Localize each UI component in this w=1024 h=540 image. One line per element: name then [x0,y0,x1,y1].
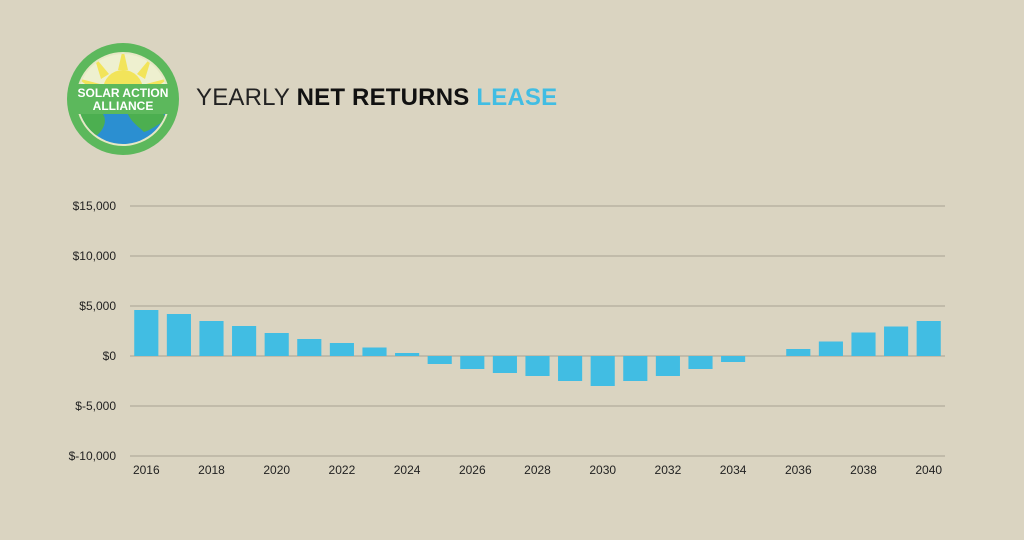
bar-2021 [297,339,322,356]
x-tick-label: 2040 [915,463,942,477]
x-tick-label: 2028 [524,463,551,477]
x-tick-label: 2036 [785,463,812,477]
x-tick-label: 2034 [720,463,747,477]
bar-2038 [851,332,876,356]
x-tick-label: 2018 [198,463,225,477]
bar-2039 [884,326,909,356]
bar-2029 [558,356,583,381]
bar-2020 [264,333,289,356]
x-tick-label: 2038 [850,463,877,477]
bar-2017 [166,314,191,356]
bar-2033 [688,356,713,369]
bar-2040 [916,321,941,356]
bar-2016 [134,310,159,356]
y-axis-tick-labels: $15,000 $10,000 $5,000 $0 $-5,000 $-10,000 [69,199,117,463]
x-axis-tick-labels: 2016 2018 2020 2022 2024 2026 2028 2030 2032 2034… [133,463,942,477]
bar-2018 [199,321,224,356]
bar-2036 [786,349,811,356]
bar-2027 [492,356,517,373]
bar-2019 [232,326,257,356]
y-tick-label: $-10,000 [69,449,117,463]
bars [134,310,941,386]
bar-2037 [818,341,843,356]
x-tick-label: 2030 [589,463,616,477]
bar-2032 [655,356,680,376]
bar-2024 [395,353,420,356]
x-tick-label: 2020 [263,463,290,477]
bar-2026 [460,356,485,369]
bar-2031 [623,356,648,381]
bar-2034 [721,356,746,362]
title-part-yearly: YEARLY [196,84,297,111]
bar-2028 [525,356,550,376]
title-part-net-returns: NET RETURNS [296,84,477,111]
y-tick-label: $10,000 [73,249,117,263]
logo-text-line2: ALLIANCE [93,99,154,113]
bar-2023 [362,347,387,356]
bar-2030 [590,356,615,386]
solar-action-alliance-logo: SOLAR ACTION ALLIANCE [67,43,179,155]
bar-2022 [329,343,354,356]
x-tick-label: 2022 [329,463,356,477]
x-tick-label: 2016 [133,463,160,477]
x-tick-label: 2026 [459,463,486,477]
y-tick-label: $-5,000 [75,399,116,413]
y-tick-label: $0 [103,349,117,363]
y-tick-label: $15,000 [73,199,117,213]
title-part-lease: LEASE [476,84,558,111]
y-tick-label: $5,000 [79,299,116,313]
chart-title: YEARLY NET RETURNS LEASE [196,84,557,112]
x-tick-label: 2032 [655,463,682,477]
bar-2025 [427,356,452,364]
logo-text-line1: SOLAR ACTION [78,86,169,100]
x-tick-label: 2024 [394,463,421,477]
